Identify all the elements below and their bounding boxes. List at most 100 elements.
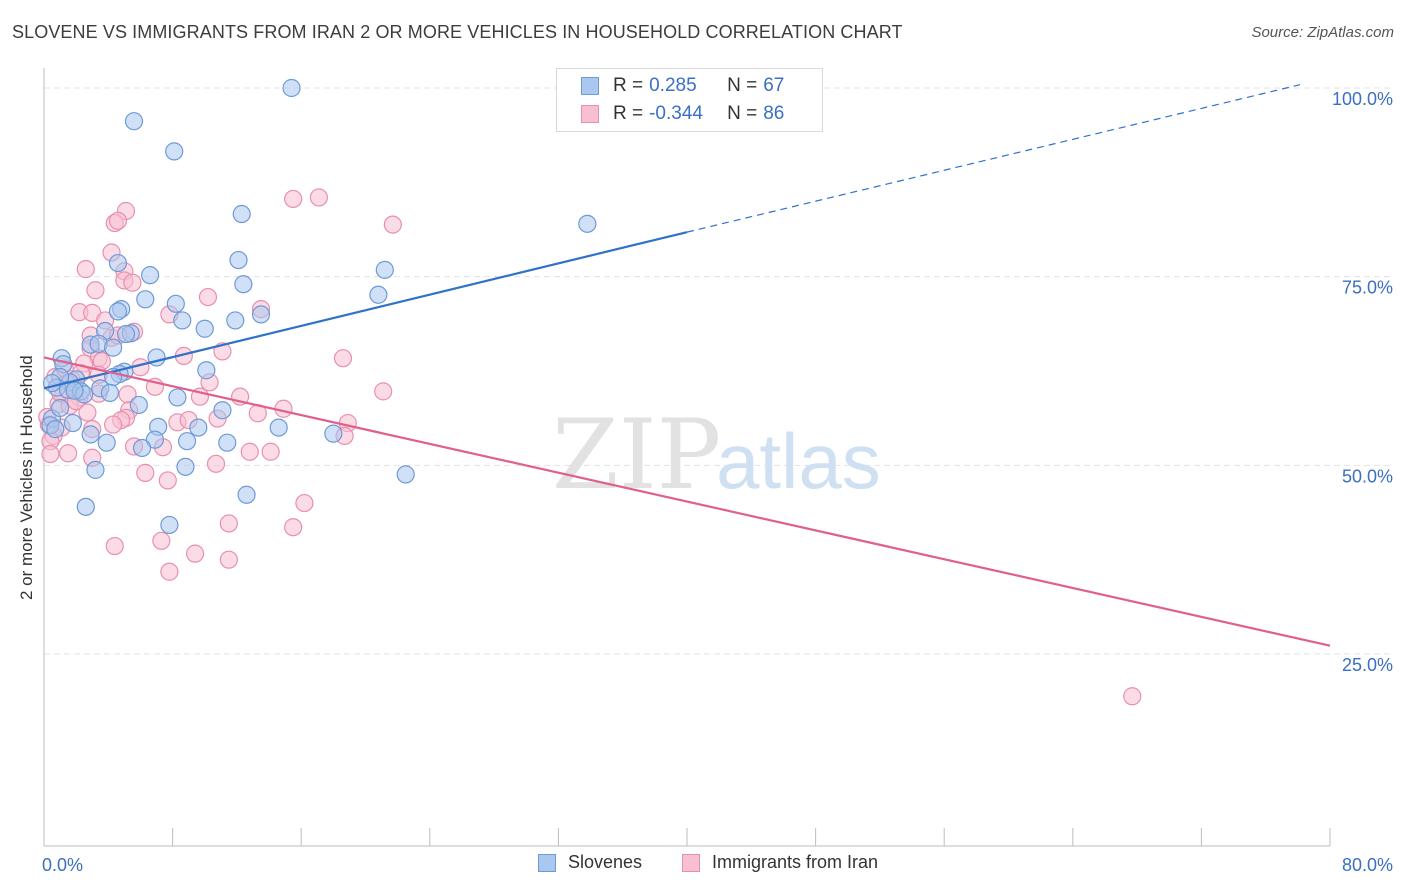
watermark-atlas: atlas: [716, 417, 881, 505]
slovenes-point: [160, 515, 179, 535]
grid-layer: [44, 87, 1394, 655]
iran-point: [284, 518, 303, 537]
iran-point: [160, 562, 179, 581]
iran-point: [240, 442, 259, 461]
legend-row-slovenes: R = 0.285 N = 67: [581, 74, 784, 98]
slovenes-point: [251, 305, 271, 324]
slovenes-point: [269, 418, 288, 437]
slovenes-point: [76, 497, 95, 516]
slovenes-point: [176, 457, 195, 476]
iran-point: [76, 260, 95, 279]
slovenes-point: [232, 204, 251, 224]
slovenes-point: [234, 275, 253, 294]
iran-point: [261, 442, 280, 461]
chart-title: SLOVENE VS IMMIGRANTS FROM IRAN 2 OR MOR…: [12, 22, 903, 42]
legend-r-label: R =: [613, 103, 644, 124]
legend-label-iran: Immigrants from Iran: [712, 852, 879, 872]
slovenes-point: [237, 485, 256, 504]
slovenes-point: [177, 432, 197, 451]
slovenes-point: [578, 214, 597, 233]
legend-n-value: 86: [763, 103, 785, 124]
slovenes-point: [124, 112, 144, 131]
legend-swatch-iran: [682, 853, 700, 872]
legend-item-iran: Immigrants from Iran: [682, 852, 878, 873]
slovenes-point: [165, 142, 184, 161]
slovenes-point: [229, 250, 248, 270]
iran-point: [295, 493, 314, 513]
slovenes-trend-extension: [686, 84, 1301, 233]
iran-point: [206, 454, 226, 473]
slovenes-point: [108, 302, 128, 321]
iran-point: [86, 281, 105, 300]
slovenes-point: [145, 430, 165, 449]
y-tick-label: 75.0%: [1342, 278, 1393, 298]
slovenes-point: [226, 311, 245, 330]
slovenes-point: [100, 383, 120, 402]
iran-point: [104, 415, 123, 434]
iran-point: [219, 514, 238, 533]
legend-r-value: -0.344: [649, 103, 703, 124]
slovenes-trend-line: [43, 231, 688, 390]
legend-r-label: R =: [613, 75, 644, 96]
slovenes-point: [50, 398, 70, 418]
slovenes-point: [166, 294, 185, 313]
iran-point: [59, 444, 78, 463]
iran-point: [123, 273, 142, 292]
slovenes-point: [42, 373, 62, 393]
slovenes-point: [65, 381, 84, 400]
legend-row-iran: R = -0.344 N = 86: [581, 102, 784, 126]
tick-labels: 25.0% 50.0% 75.0% 100.0% 0.0% 80.0%: [42, 89, 1393, 875]
slovenes-point: [116, 324, 136, 344]
slovenes-point: [324, 424, 343, 443]
iran-point: [41, 444, 60, 464]
slovenes-point: [81, 425, 100, 444]
iran-point: [198, 287, 218, 307]
series-legend: Slovenes Immigrants from Iran: [0, 852, 1406, 878]
iran-point: [186, 544, 205, 563]
legend-swatch-slovenes: [538, 853, 556, 872]
slovenes-point: [189, 418, 208, 437]
slovenes-point: [86, 460, 105, 479]
legend-swatch-pink: [581, 105, 599, 123]
slovenes-point: [132, 438, 152, 458]
source-credit: Source: ZipAtlas.com: [1251, 24, 1394, 41]
iran-point: [219, 550, 238, 569]
slovenes-point: [104, 338, 123, 357]
x-tick-label: 0.0%: [42, 855, 83, 875]
iran-point: [1123, 687, 1142, 706]
slovenes-point: [129, 395, 148, 415]
iran-point: [309, 188, 328, 207]
iran-point: [78, 403, 97, 422]
correlation-legend: R = 0.285 N = 67 R = -0.344 N = 86: [556, 68, 823, 132]
slovenes-point: [396, 465, 415, 484]
legend-r-value: 0.285: [649, 75, 697, 96]
iran-point: [105, 536, 124, 556]
slovenes-point: [136, 290, 155, 309]
iran-point: [158, 471, 177, 490]
slovenes-point: [168, 388, 187, 407]
iran-point: [152, 531, 171, 550]
slovenes-point: [140, 266, 160, 285]
slovenes-point: [282, 78, 301, 98]
trend-lines: [43, 84, 1331, 647]
slovenes-point: [63, 413, 83, 433]
iran-point: [333, 349, 353, 368]
slovenes-point: [375, 260, 394, 279]
x-tick-label: 80.0%: [1342, 855, 1393, 875]
legend-item-slovenes: Slovenes: [538, 852, 642, 873]
y-axis-label: 2 or more Vehicles in Household: [17, 355, 36, 600]
iran-point: [374, 382, 393, 401]
iran-point: [108, 211, 128, 230]
watermark-zip: ZIP: [552, 399, 721, 511]
slovenes-point: [173, 311, 192, 330]
slovenes-point: [197, 361, 216, 380]
slovenes-point: [369, 285, 388, 304]
legend-swatch-blue: [581, 77, 599, 95]
legend-n-value: 67: [763, 75, 785, 96]
y-tick-label: 50.0%: [1342, 466, 1393, 486]
legend-label-slovenes: Slovenes: [568, 852, 643, 872]
iran-point: [284, 189, 303, 209]
slovenes-point: [46, 420, 65, 439]
slovenes-point: [195, 319, 214, 338]
